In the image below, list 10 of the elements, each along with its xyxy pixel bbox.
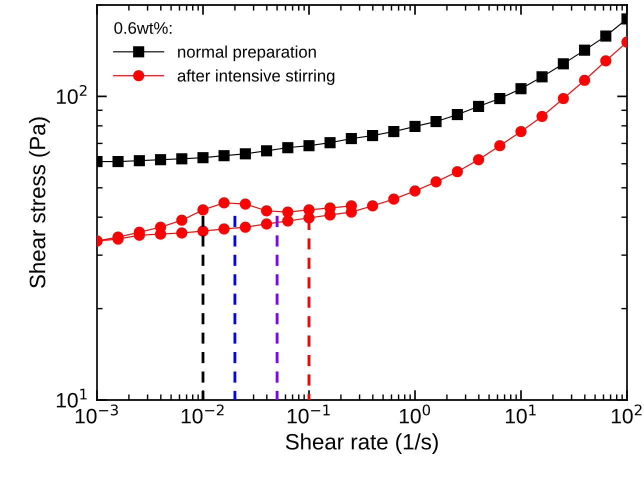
x-tick-label: 10$^{1}$ xyxy=(506,404,536,424)
x-tick-label: 10$^{0}$ xyxy=(400,404,430,424)
legend-label: normal preparation xyxy=(178,46,316,62)
y-axis-title: Shear stress (Pa) xyxy=(29,117,50,288)
legend-title: 0.6wt%: xyxy=(114,22,172,34)
legend-label: after intensive stirring xyxy=(178,69,334,85)
x-tick-label: 10$^{2}$ xyxy=(612,404,642,424)
x-tick-label: 10$^{−2}$ xyxy=(182,404,224,424)
x-tick-label: 10$^{−1}$ xyxy=(288,404,330,424)
x-axis-title: Shear rate (1/s) xyxy=(286,433,438,454)
